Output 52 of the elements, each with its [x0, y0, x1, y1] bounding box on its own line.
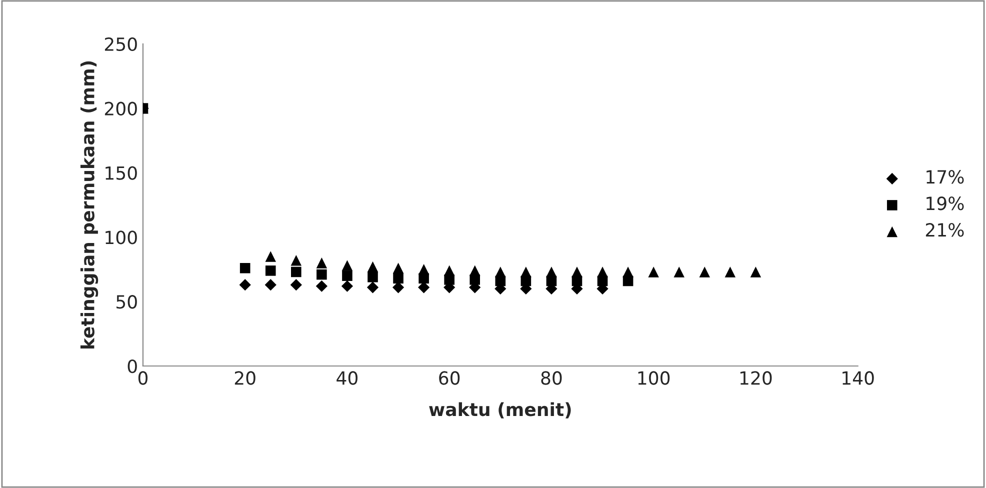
x-tick-label: 100 — [638, 371, 670, 385]
point — [444, 265, 455, 276]
point — [264, 279, 276, 291]
point — [469, 265, 480, 276]
point — [546, 266, 557, 278]
point — [367, 261, 378, 272]
point — [316, 258, 328, 268]
point — [316, 280, 328, 292]
point — [699, 266, 710, 278]
y-tick-label: 250 — [104, 37, 137, 52]
legend-label: 17% — [926, 170, 964, 184]
point — [622, 266, 634, 278]
y-axis-title: ketinggian permukaan (mm) — [80, 61, 98, 349]
point — [342, 260, 353, 271]
x-tick-label: 0 — [138, 371, 148, 385]
point — [750, 266, 762, 278]
x-tick-label: 60 — [439, 371, 460, 385]
point — [393, 273, 404, 284]
point — [495, 266, 506, 278]
point — [597, 266, 608, 278]
point — [341, 280, 354, 292]
point — [290, 279, 302, 291]
y-tick-label: 0 — [128, 359, 137, 374]
point — [674, 266, 684, 278]
y-tick-label: 100 — [106, 230, 137, 244]
y-tick-label: 200 — [104, 102, 137, 116]
point — [572, 266, 582, 278]
point — [265, 251, 276, 262]
legend-label: 19% — [926, 196, 964, 210]
point — [316, 269, 327, 280]
x-tick-label: 80 — [541, 371, 562, 385]
x-tick-label: 140 — [842, 371, 874, 385]
x-axis-title: waktu (menit) — [429, 402, 571, 418]
point — [648, 266, 659, 278]
point — [291, 266, 302, 278]
point — [368, 272, 378, 282]
y-tick-label: 150 — [106, 166, 137, 180]
x-tick-label: 20 — [234, 371, 256, 385]
point — [342, 270, 352, 281]
x-tick-label: 40 — [336, 371, 358, 385]
point — [520, 266, 532, 278]
point — [239, 279, 251, 291]
point — [366, 282, 379, 294]
point — [418, 264, 430, 275]
legend-label: 21% — [926, 223, 964, 237]
point — [392, 262, 404, 274]
y-tick-label: 50 — [116, 295, 137, 309]
point — [724, 266, 736, 278]
x-tick-label: 120 — [740, 371, 772, 385]
point — [290, 254, 302, 266]
point — [265, 266, 276, 276]
point — [240, 262, 250, 274]
